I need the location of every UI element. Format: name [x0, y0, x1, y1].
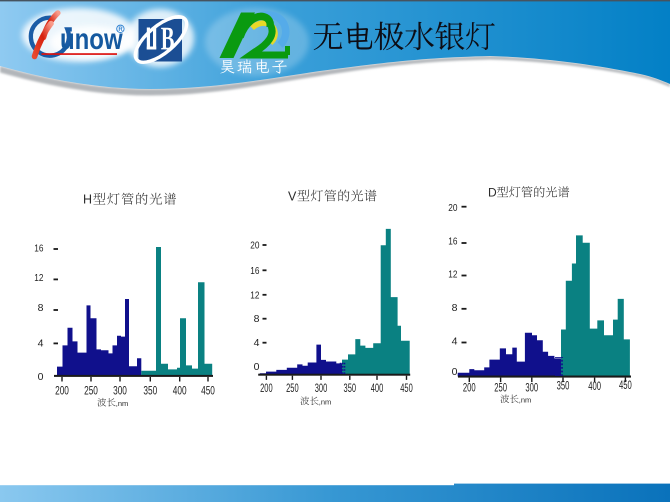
svg-text:16: 16 [448, 236, 457, 248]
svg-text:350: 350 [143, 384, 157, 398]
svg-text:20: 20 [448, 202, 457, 214]
svg-text:300: 300 [113, 384, 127, 398]
svg-text:,nm: ,nm [319, 397, 332, 406]
svg-text:V: V [288, 190, 297, 204]
svg-text:450: 450 [201, 384, 215, 398]
svg-text:300: 300 [525, 383, 538, 395]
svg-text:8: 8 [38, 302, 44, 314]
svg-text:0: 0 [452, 366, 458, 378]
svg-text:400: 400 [371, 383, 384, 395]
svg-text:0: 0 [38, 371, 44, 383]
svg-text:450: 450 [400, 383, 413, 395]
svg-text:250: 250 [286, 383, 299, 395]
svg-text:12: 12 [448, 269, 457, 281]
svg-text:unow: unow [60, 21, 123, 55]
svg-text:250: 250 [84, 384, 98, 398]
svg-text:400: 400 [588, 381, 601, 393]
svg-text:,nm: ,nm [116, 399, 129, 408]
svg-text:,nm: ,nm [519, 395, 532, 404]
svg-text:4: 4 [254, 337, 260, 349]
svg-text:400: 400 [173, 384, 187, 398]
svg-text:4: 4 [38, 338, 44, 350]
svg-text:4: 4 [452, 336, 458, 348]
svg-text:450: 450 [619, 380, 632, 392]
svg-text:350: 350 [344, 383, 357, 395]
svg-text:12: 12 [250, 289, 259, 301]
svg-text:20: 20 [250, 240, 259, 252]
svg-text:350: 350 [557, 381, 570, 393]
svg-text:8: 8 [452, 302, 458, 314]
svg-text:0: 0 [254, 361, 260, 373]
svg-text:D: D [488, 186, 497, 200]
svg-text:16: 16 [34, 243, 43, 255]
svg-text:200: 200 [463, 383, 476, 395]
svg-text:R: R [118, 27, 123, 33]
svg-text:250: 250 [494, 383, 507, 395]
svg-text:200: 200 [260, 383, 273, 395]
svg-text:16: 16 [250, 265, 259, 277]
svg-text:12: 12 [34, 272, 43, 284]
svg-text:300: 300 [315, 383, 328, 395]
svg-text:8: 8 [254, 313, 260, 325]
svg-text:200: 200 [55, 384, 69, 398]
svg-text:H: H [83, 193, 92, 207]
